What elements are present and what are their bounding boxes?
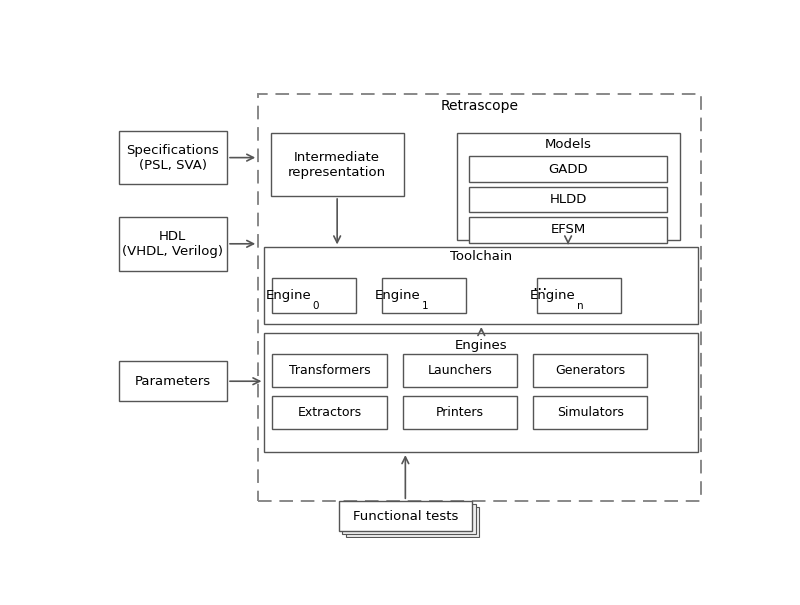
FancyBboxPatch shape <box>264 333 698 453</box>
Text: n: n <box>577 301 584 311</box>
Text: Parameters: Parameters <box>134 374 211 388</box>
Text: Extractors: Extractors <box>298 406 362 419</box>
FancyBboxPatch shape <box>469 157 667 182</box>
Text: GADD: GADD <box>548 163 588 176</box>
FancyBboxPatch shape <box>469 217 667 243</box>
FancyBboxPatch shape <box>118 361 227 401</box>
FancyBboxPatch shape <box>272 278 356 313</box>
Text: HDL
(VHDL, Verilog): HDL (VHDL, Verilog) <box>122 230 223 258</box>
FancyBboxPatch shape <box>402 396 518 429</box>
Text: Generators: Generators <box>555 364 625 378</box>
Text: Launchers: Launchers <box>427 364 492 378</box>
Text: Transformers: Transformers <box>289 364 370 378</box>
Text: Engine: Engine <box>530 289 576 302</box>
FancyBboxPatch shape <box>272 396 387 429</box>
Text: Functional tests: Functional tests <box>353 510 458 523</box>
Text: Engines: Engines <box>455 339 508 352</box>
FancyBboxPatch shape <box>402 355 518 387</box>
FancyBboxPatch shape <box>346 507 479 537</box>
Text: Models: Models <box>545 139 591 151</box>
Text: HLDD: HLDD <box>550 193 586 206</box>
FancyBboxPatch shape <box>469 187 667 212</box>
Text: Retrascope: Retrascope <box>441 99 518 113</box>
FancyBboxPatch shape <box>264 247 698 324</box>
Text: Simulators: Simulators <box>557 406 623 419</box>
FancyBboxPatch shape <box>338 501 472 531</box>
FancyBboxPatch shape <box>382 278 466 313</box>
FancyBboxPatch shape <box>342 504 476 534</box>
FancyBboxPatch shape <box>533 396 647 429</box>
Text: Intermediate
representation: Intermediate representation <box>288 151 386 178</box>
FancyBboxPatch shape <box>537 278 621 313</box>
Text: ...: ... <box>532 278 547 293</box>
FancyBboxPatch shape <box>457 133 680 240</box>
FancyBboxPatch shape <box>533 355 647 387</box>
Text: Specifications
(PSL, SVA): Specifications (PSL, SVA) <box>126 143 219 172</box>
Text: Engine: Engine <box>375 289 421 302</box>
FancyBboxPatch shape <box>118 217 227 270</box>
Text: EFSM: EFSM <box>550 223 586 237</box>
Text: 1: 1 <box>422 301 429 311</box>
Text: Engine: Engine <box>266 289 311 302</box>
FancyBboxPatch shape <box>270 133 404 196</box>
FancyBboxPatch shape <box>272 355 387 387</box>
FancyBboxPatch shape <box>118 131 227 185</box>
Text: 0: 0 <box>312 301 319 311</box>
Text: Toolchain: Toolchain <box>450 250 512 263</box>
Text: Printers: Printers <box>436 406 484 419</box>
